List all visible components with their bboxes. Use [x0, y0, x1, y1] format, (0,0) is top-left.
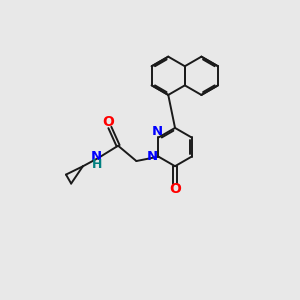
Text: O: O	[103, 115, 114, 129]
Text: N: N	[147, 150, 158, 163]
Text: H: H	[92, 158, 102, 171]
Text: O: O	[169, 182, 181, 196]
Text: N: N	[152, 125, 163, 138]
Text: N: N	[91, 150, 102, 163]
